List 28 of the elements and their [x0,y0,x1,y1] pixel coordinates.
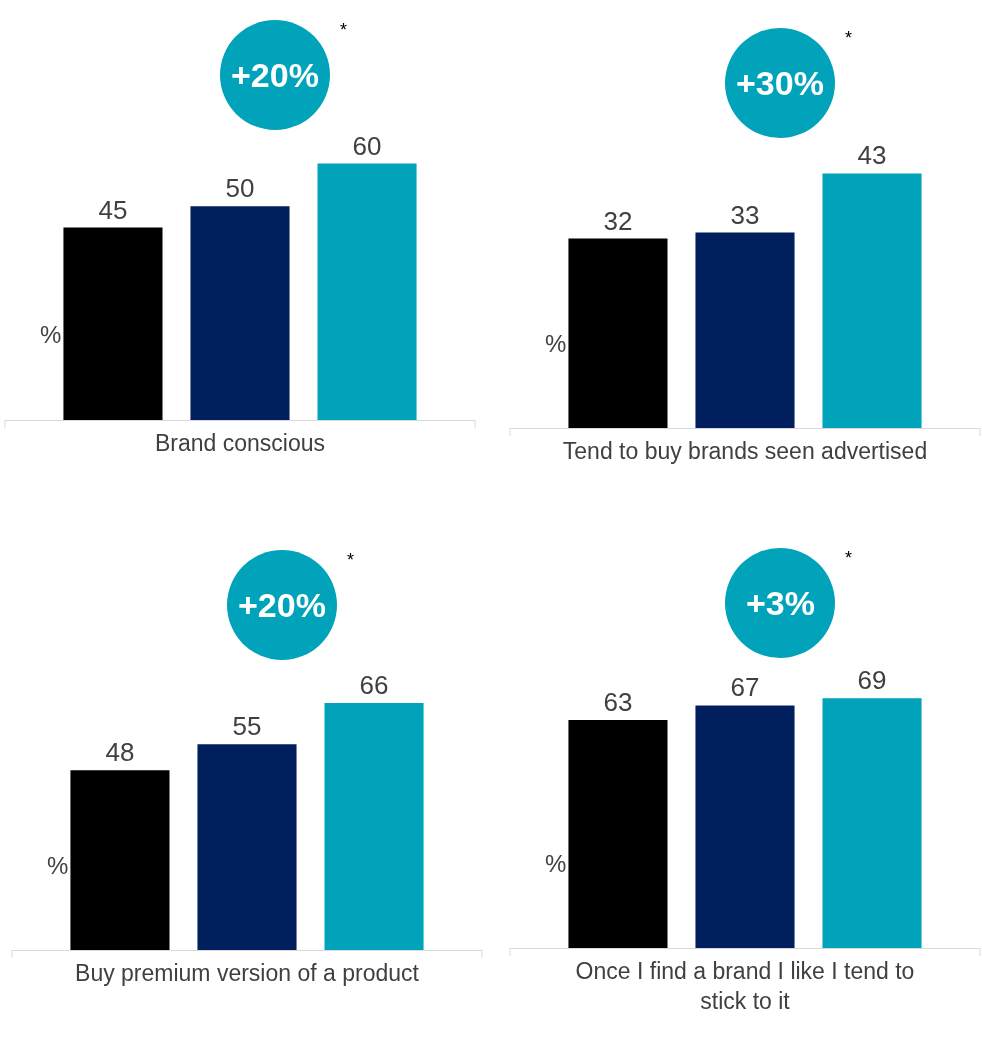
data-label: 32 [603,205,633,236]
data-label: 63 [603,686,633,717]
data-label: 50 [225,173,255,204]
data-label: 33 [730,199,760,230]
y-axis-title: % [545,850,567,877]
text: +3% [746,584,815,622]
text: * [845,548,853,568]
y-axis-title: % [545,330,567,357]
y-axis-title: % [47,852,69,879]
data-label: 66 [359,670,389,700]
data-label: 67 [730,672,760,703]
text: * [347,550,355,570]
x-axis-title: Brand conscious [154,429,326,456]
data-label: 43 [857,140,887,171]
x-axis-title: Buy premium version of a product [75,959,420,986]
data-label: 60 [352,130,382,161]
text: +30% [736,64,824,102]
y-axis-title: % [40,321,62,348]
text: +20% [231,56,319,94]
data-label: 45 [98,194,128,225]
data-label: 48 [105,737,135,768]
text: * [845,28,853,48]
x-axis-title: Tend to buy brands seen advertised [562,437,928,464]
data-label: 55 [232,711,262,742]
x-axis-title: Once I find a brand I like I tend to stick to it [575,957,915,1014]
data-label: 69 [857,665,887,696]
text: +20% [238,586,326,624]
text: * [340,20,348,40]
